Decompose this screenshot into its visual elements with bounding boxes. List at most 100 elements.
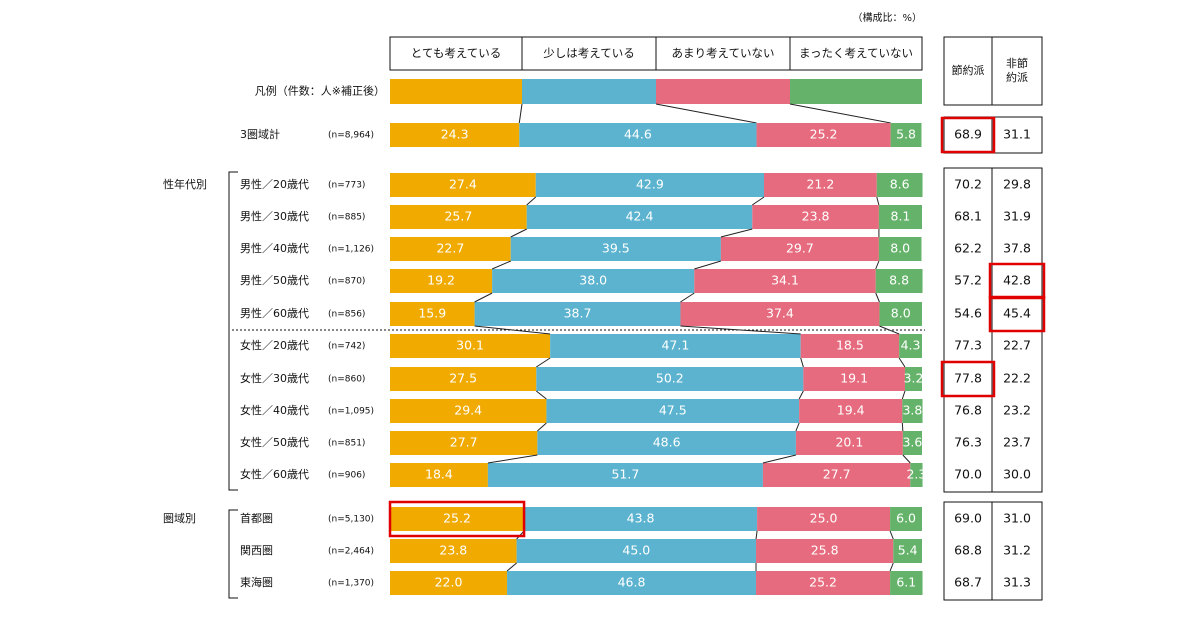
bar-value-label: 5.8 bbox=[896, 127, 916, 142]
saver-value: 68.1 bbox=[954, 209, 982, 224]
segment-connector-line bbox=[898, 357, 906, 368]
bar-segment bbox=[550, 334, 801, 358]
segment-connector-line bbox=[875, 292, 880, 303]
summary-group-box bbox=[991, 501, 1043, 601]
bar-value-label: 25.2 bbox=[443, 511, 471, 526]
bar-value-label: 6.0 bbox=[896, 511, 916, 526]
nonsaver-value: 23.2 bbox=[1003, 403, 1031, 418]
bar-value-label: 27.7 bbox=[823, 467, 851, 482]
bar-value-label: 2.3 bbox=[906, 467, 926, 482]
bar-segment bbox=[893, 539, 922, 563]
bar-segment bbox=[519, 123, 757, 147]
saver-value: 62.2 bbox=[954, 241, 982, 256]
segment-connector-line bbox=[755, 530, 758, 540]
row-label: 女性／50歳代 bbox=[240, 435, 309, 449]
nonsaver-value: 22.2 bbox=[1003, 371, 1031, 386]
bar-segment bbox=[899, 334, 922, 358]
row-sample-size: (n=8,964) bbox=[328, 131, 374, 141]
bar-value-label: 25.7 bbox=[444, 209, 472, 224]
row-sample-size: (n=1,370) bbox=[328, 579, 374, 589]
bar-value-label: 47.5 bbox=[659, 403, 687, 418]
highlight-box bbox=[940, 116, 996, 154]
row-sample-size: (n=870) bbox=[328, 277, 365, 287]
segment-connector-line bbox=[491, 260, 511, 270]
bar-value-label: 45.0 bbox=[622, 543, 650, 558]
bar-value-label: 25.2 bbox=[809, 575, 837, 590]
row-label: 首都圏 bbox=[240, 511, 273, 525]
nonsaver-value: 45.4 bbox=[1003, 306, 1031, 321]
nonsaver-value: 31.0 bbox=[1003, 511, 1031, 526]
segment-connector-line bbox=[510, 228, 527, 238]
highlight-box bbox=[940, 360, 996, 398]
bar-segment bbox=[390, 571, 508, 595]
segment-connector-line bbox=[474, 325, 551, 335]
bar-value-label: 27.7 bbox=[450, 435, 478, 450]
row-label: 男性／60歳代 bbox=[240, 306, 309, 320]
bar-segment bbox=[487, 463, 763, 487]
nonsaver-value: 31.3 bbox=[1003, 575, 1031, 590]
saver-value: 77.3 bbox=[954, 338, 982, 353]
bar-value-label: 25.2 bbox=[810, 127, 838, 142]
saver-value: 57.2 bbox=[954, 273, 982, 288]
bar-value-label: 3.8 bbox=[902, 403, 922, 418]
nonsaver-value: 31.1 bbox=[1003, 127, 1031, 142]
bar-segment bbox=[390, 431, 538, 455]
bar-value-label: 8.8 bbox=[889, 273, 909, 288]
bar-segment bbox=[878, 237, 922, 261]
row-sample-size: (n=5,130) bbox=[328, 515, 374, 525]
bar-segment bbox=[756, 539, 894, 563]
row-sample-size: (n=773) bbox=[328, 181, 365, 191]
bar-segment bbox=[799, 399, 903, 423]
bar-segment bbox=[507, 571, 757, 595]
bar-value-label: 19.4 bbox=[837, 403, 865, 418]
segment-connector-line bbox=[798, 390, 804, 400]
group-bracket bbox=[228, 509, 238, 599]
segment-connector-line bbox=[680, 325, 801, 335]
bar-value-label: 15.9 bbox=[418, 306, 446, 321]
highlight-box bbox=[988, 295, 1046, 333]
saver-value: 70.0 bbox=[954, 467, 982, 482]
nonsaver-value: 30.0 bbox=[1003, 467, 1031, 482]
segment-connector-line bbox=[889, 562, 894, 572]
bar-segment bbox=[535, 173, 764, 197]
row-sample-size: (n=856) bbox=[328, 310, 365, 320]
bar-value-label: 19.2 bbox=[427, 273, 455, 288]
bar-value-label: 44.6 bbox=[624, 127, 652, 142]
bar-segment bbox=[390, 334, 551, 358]
bar-value-label: 51.7 bbox=[611, 467, 639, 482]
bar-segment bbox=[879, 302, 922, 326]
bar-value-label: 48.6 bbox=[653, 435, 681, 450]
bar-segment bbox=[524, 507, 758, 531]
summary-header-box bbox=[991, 36, 1043, 106]
bar-value-label: 4.3 bbox=[901, 338, 921, 353]
summary-header-label: 節約派 bbox=[952, 63, 985, 77]
column-header-box bbox=[789, 36, 923, 71]
bar-value-label: 23.8 bbox=[802, 209, 830, 224]
highlight-box bbox=[388, 500, 526, 538]
bar-segment bbox=[890, 507, 922, 531]
bar-segment bbox=[890, 123, 922, 147]
bar-segment bbox=[878, 205, 922, 229]
bar-value-label: 18.5 bbox=[836, 338, 864, 353]
bar-segment bbox=[902, 399, 923, 423]
row-label: 男性／20歳代 bbox=[240, 177, 309, 191]
bar-value-label: 22.0 bbox=[435, 575, 463, 590]
bar-segment bbox=[537, 431, 796, 455]
bar-segment bbox=[875, 269, 923, 293]
bar-segment bbox=[803, 367, 905, 391]
segment-connector-line bbox=[752, 196, 765, 206]
column-header-label: 少しは考えている bbox=[543, 46, 634, 60]
bar-segment bbox=[752, 205, 879, 229]
segment-connector-line bbox=[795, 422, 800, 432]
legend-label: 凡例（件数：人※補正後） bbox=[255, 84, 385, 98]
bar-value-label: 8.0 bbox=[891, 306, 911, 321]
row-label: 男性／40歳代 bbox=[240, 241, 309, 255]
segment-connector-line bbox=[526, 196, 537, 206]
bar-segment bbox=[390, 123, 520, 147]
summary-group-box bbox=[991, 116, 1043, 154]
segment-connector-line bbox=[901, 422, 904, 432]
legend-connector-line bbox=[655, 103, 757, 124]
bar-segment bbox=[910, 463, 923, 487]
group-label: 性年代別 bbox=[163, 177, 207, 191]
bar-value-label: 25.0 bbox=[810, 511, 838, 526]
